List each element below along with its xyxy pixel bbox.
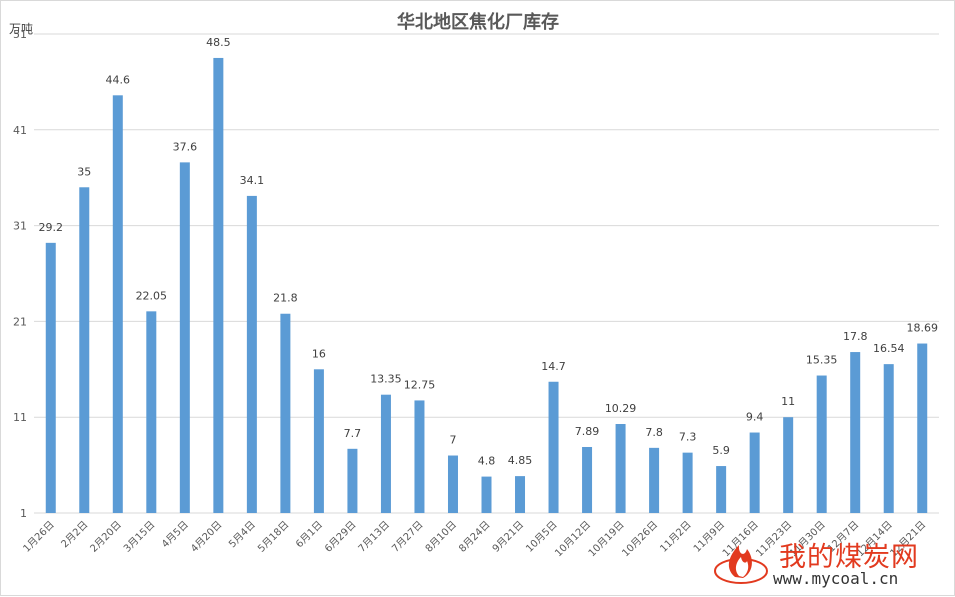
y-axis-unit: 万吨 <box>9 22 33 36</box>
data-label: 4.8 <box>478 455 496 468</box>
x-tick-label: 9月21日 <box>490 519 526 555</box>
x-tick-label: 6月29日 <box>322 519 358 555</box>
bar <box>783 417 794 513</box>
data-label: 12.75 <box>404 378 436 391</box>
x-tick-label: 1月26日 <box>21 519 57 555</box>
x-tick-label: 2月2日 <box>59 519 91 551</box>
data-label: 7.8 <box>645 426 663 439</box>
bar <box>146 311 157 513</box>
data-label: 10.29 <box>605 402 637 415</box>
bar <box>45 242 56 513</box>
bar <box>313 369 324 513</box>
watermark-url: www.mycoal.cn <box>773 569 899 588</box>
bar <box>917 343 928 513</box>
data-label: 11 <box>781 395 795 408</box>
bar <box>481 476 492 513</box>
bar <box>816 375 827 513</box>
x-tick-label: 10月26日 <box>620 519 661 560</box>
x-tick-label: 4月20日 <box>188 519 224 555</box>
bar <box>213 57 224 513</box>
watermark-logo: 我的煤炭网 www.mycoal.cn <box>713 531 943 591</box>
bar <box>380 394 391 513</box>
bar <box>615 424 626 513</box>
bar <box>548 381 559 513</box>
bar <box>447 455 458 513</box>
data-label: 13.35 <box>370 373 402 386</box>
data-label: 16.54 <box>873 342 905 355</box>
bar <box>582 446 593 513</box>
bar <box>179 162 190 513</box>
bar <box>246 195 257 514</box>
bar <box>347 448 358 513</box>
x-tick-label: 11月2日 <box>658 519 694 555</box>
bar <box>79 187 90 513</box>
bars <box>45 57 928 514</box>
data-label: 9.4 <box>746 411 764 424</box>
y-tick-label: 1 <box>20 507 27 520</box>
data-label: 44.6 <box>106 73 131 86</box>
data-label: 15.35 <box>806 354 838 367</box>
y-tick-label: 41 <box>13 124 27 137</box>
flame-icon <box>714 545 768 584</box>
data-label: 7.7 <box>344 427 362 440</box>
data-label: 18.69 <box>906 322 938 335</box>
bar <box>749 432 760 513</box>
chart-title: 华北地区焦化厂库存 <box>397 11 559 33</box>
data-label: 37.6 <box>173 140 198 153</box>
y-tick-label: 31 <box>13 220 27 233</box>
x-tick-label: 7月13日 <box>356 519 392 555</box>
y-tick-label: 21 <box>13 315 27 328</box>
bar <box>883 364 894 513</box>
bar <box>716 466 727 513</box>
x-tick-label: 6月1日 <box>293 519 325 551</box>
data-label: 7 <box>449 434 456 447</box>
bar <box>280 313 291 513</box>
data-label: 21.8 <box>273 292 298 305</box>
bar <box>850 352 861 513</box>
data-label: 4.85 <box>508 454 533 467</box>
gridlines <box>34 33 939 514</box>
data-label: 17.8 <box>843 330 868 343</box>
bar <box>682 452 693 513</box>
x-tick-label: 5月18日 <box>255 519 291 555</box>
x-tick-label: 7月27日 <box>389 519 425 555</box>
data-label: 34.1 <box>240 174 265 187</box>
bar <box>649 447 660 513</box>
data-label: 35 <box>77 165 91 178</box>
bar <box>414 400 425 513</box>
data-label: 7.89 <box>575 425 600 438</box>
data-label: 29.2 <box>39 221 64 234</box>
data-label: 7.3 <box>679 431 697 444</box>
data-labels: 29.2 35 44.6 22.05 37.6 48.5 34.1 21.8 16 7.7 13.3… <box>39 36 938 468</box>
bar <box>515 476 526 513</box>
data-label: 22.05 <box>136 289 168 302</box>
data-label: 14.7 <box>541 360 566 373</box>
bar <box>112 95 123 513</box>
x-tick-label: 4月5日 <box>159 519 191 551</box>
y-tick-label: 11 <box>13 411 27 424</box>
y-tick-label: 51 <box>13 28 27 41</box>
x-tick-label: 3月15日 <box>121 519 157 555</box>
data-label: 48.5 <box>206 36 231 49</box>
x-tick-label: 8月10日 <box>423 519 459 555</box>
x-tick-label: 5月4日 <box>226 519 258 551</box>
x-tick-label: 2月20日 <box>88 519 124 555</box>
data-label: 5.9 <box>712 444 730 457</box>
watermark-title: 我的煤炭网 <box>779 542 919 573</box>
data-label: 16 <box>312 347 326 360</box>
x-tick-label: 8月24日 <box>456 519 492 555</box>
